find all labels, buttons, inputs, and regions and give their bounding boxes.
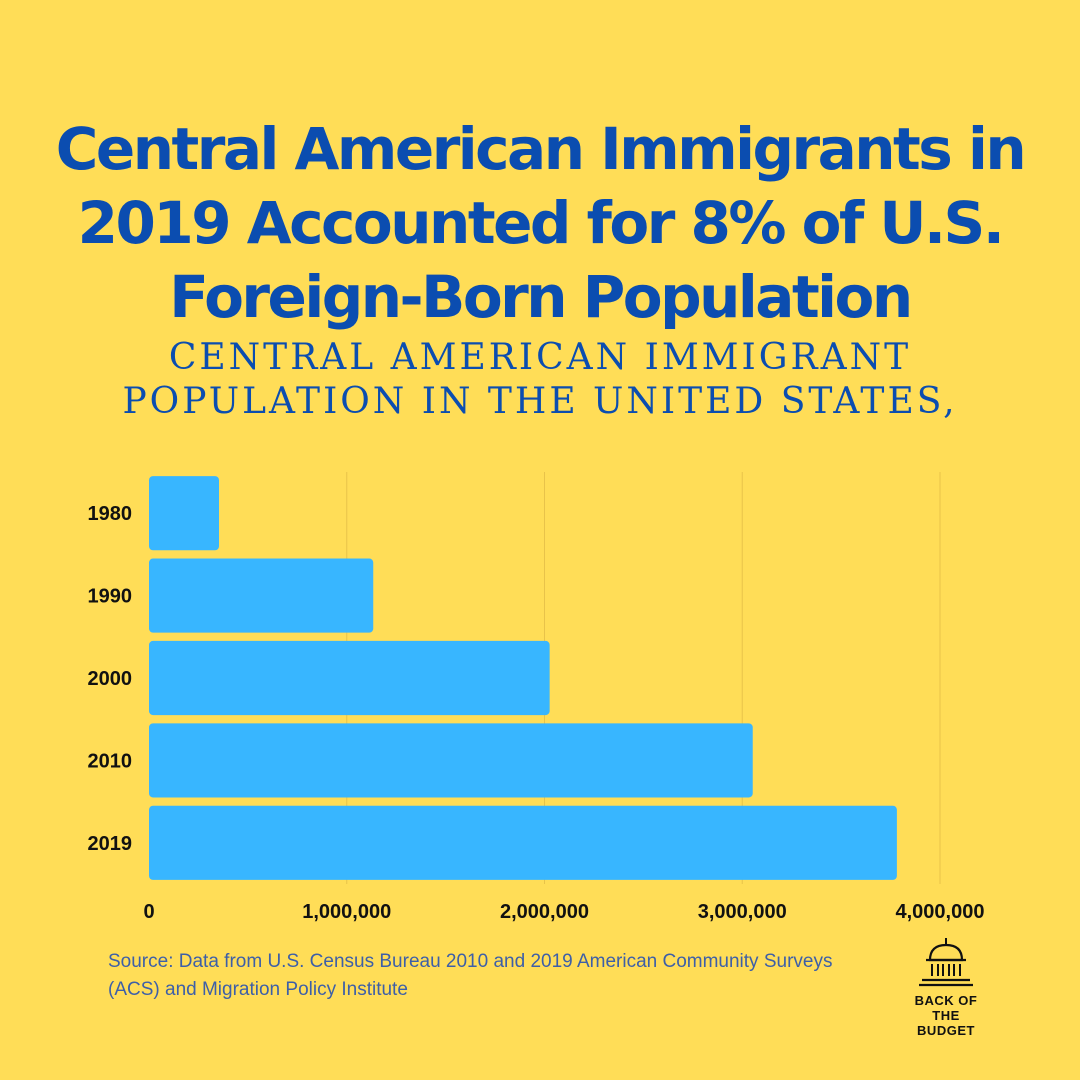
x-axis-tick-labels: 0 1,000,000 2,000,000 3,000,000 4,000,000 (143, 901, 984, 923)
capitol-dome-icon (919, 938, 973, 987)
x-tick-label: 4,000,000 (896, 901, 985, 923)
source-note: Source: Data from U.S. Census Bureau 201… (108, 951, 833, 1000)
x-tick-label: 2,000,000 (500, 901, 589, 923)
logo-text-line2: Budget (917, 1023, 975, 1038)
chart-title: Central American Immigrants in 2019 Acco… (55, 115, 1027, 331)
category-label-1990: 1990 (88, 586, 133, 608)
back-of-the-budget-logo: Back of the Budget (900, 936, 992, 1038)
chart-subtitle: CENTRAL AMERICAN IMMIGRANT POPULATION IN… (122, 337, 958, 422)
logo-text-line1: Back of the (914, 993, 978, 1023)
bars (149, 476, 897, 880)
category-labels: 1980 1990 2000 2010 2019 (88, 503, 133, 855)
bar-2010 (149, 723, 753, 798)
bar-1990 (149, 558, 374, 633)
category-label-1980: 1980 (88, 503, 133, 525)
x-tick-label: 3,000,000 (698, 901, 787, 923)
category-label-2000: 2000 (88, 668, 133, 690)
category-label-2010: 2010 (88, 750, 133, 772)
bar-2000 (149, 640, 550, 716)
category-label-2019: 2019 (88, 833, 133, 855)
bar-1980 (149, 476, 220, 551)
x-tick-label: 0 (143, 901, 154, 923)
x-tick-label: 1,000,000 (302, 901, 391, 923)
bar-2019 (149, 805, 897, 880)
